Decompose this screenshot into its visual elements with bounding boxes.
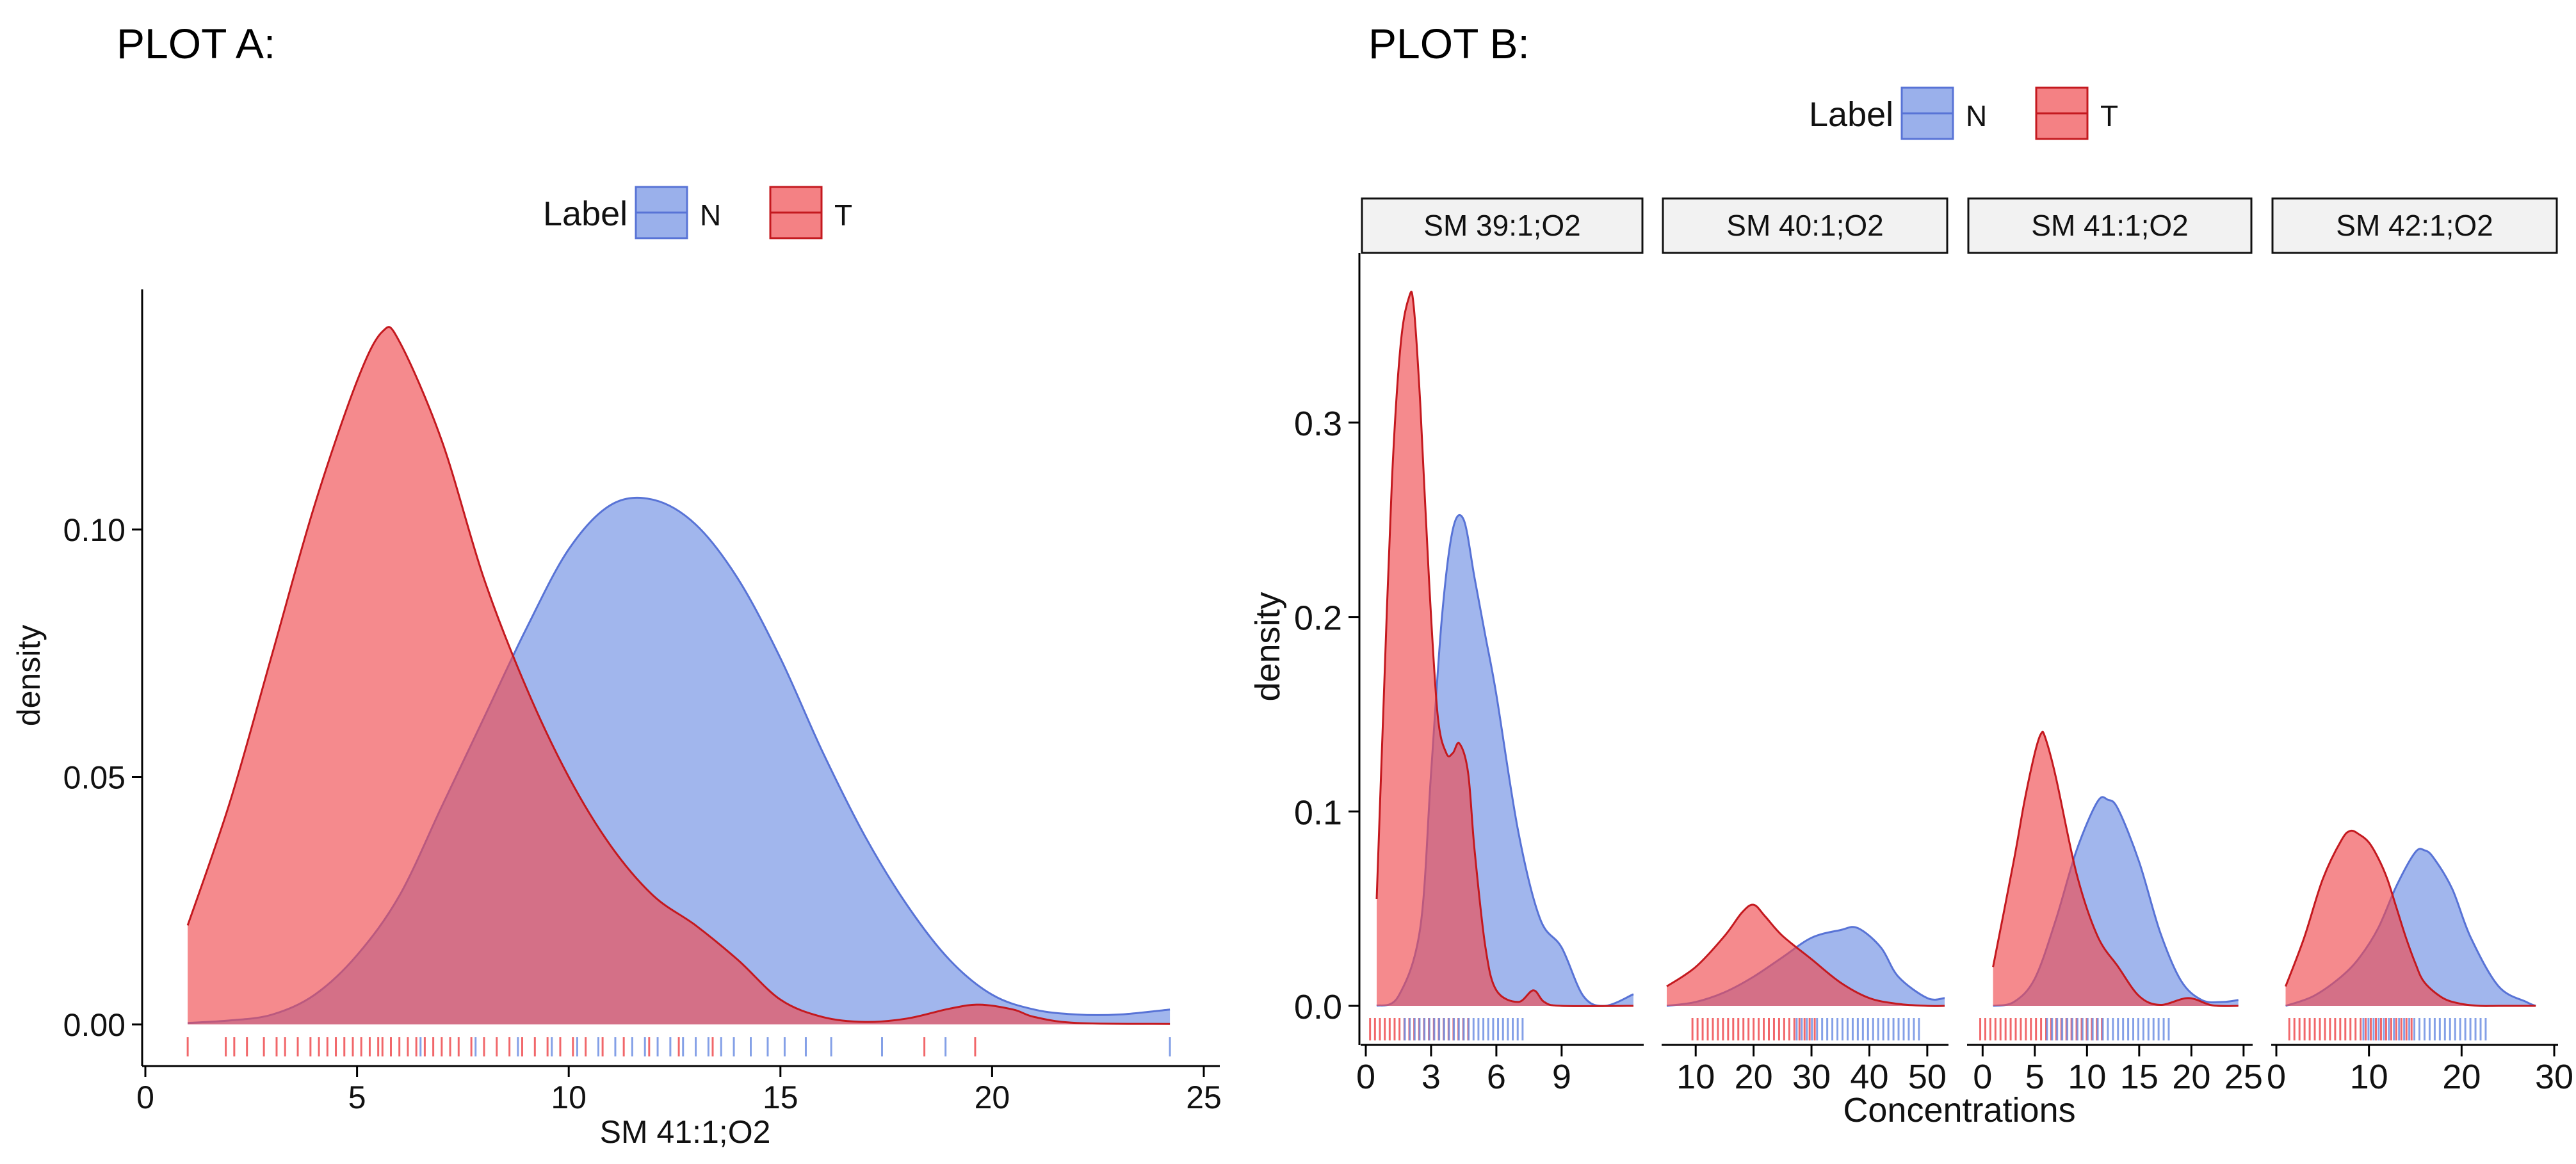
legend-label-T-b: T	[2100, 99, 2118, 133]
x-tick-label-b3: 20	[2172, 1058, 2210, 1096]
x-axis-title-a: SM 41:1;O2	[600, 1114, 771, 1150]
x-tick-label-b1: 9	[1552, 1058, 1571, 1096]
x-tick-label-a: 0	[136, 1079, 154, 1115]
x-tick-label-b3: 0	[1973, 1058, 1992, 1096]
legend-label-N-b: N	[1966, 99, 1987, 133]
y-tick-label-a: 0.00	[63, 1007, 126, 1043]
x-tick-label-b1: 0	[1356, 1058, 1375, 1096]
x-tick-label-a: 5	[348, 1079, 366, 1115]
x-tick-label-a: 20	[975, 1079, 1010, 1115]
density-line-T-b2	[1666, 903, 1945, 1007]
y-tick-label-b: 0.0	[1294, 988, 1342, 1026]
x-axis-title-b: Concentrations	[1843, 1091, 2075, 1129]
facet-strip-b1	[1361, 197, 1644, 254]
x-tick-label-a: 15	[763, 1079, 798, 1115]
density-area-T-b4	[2285, 830, 2536, 1006]
y-axis-title-a: density	[11, 625, 47, 726]
plot-b-heading: PLOT B:	[1368, 20, 1530, 67]
x-tick-label-b4: 20	[2442, 1058, 2481, 1096]
x-tick-label-b3: 10	[2068, 1058, 2106, 1096]
x-tick-label-b3: 25	[2224, 1058, 2263, 1096]
facet-label-b2: SM 40:1;O2	[1726, 209, 1883, 242]
y-tick-label-b: 0.2	[1294, 599, 1342, 638]
x-tick-label-a: 25	[1186, 1079, 1222, 1115]
facet-label-b4: SM 42:1;O2	[2336, 209, 2493, 242]
x-tick-label-b2: 20	[1735, 1058, 1773, 1096]
legend-label-N-a: N	[700, 198, 721, 232]
x-tick-label-b2: 50	[1908, 1058, 1947, 1096]
density-line-T-a	[186, 326, 1171, 1025]
x-tick-label-b2: 40	[1850, 1058, 1888, 1096]
y-tick-label-b: 0.3	[1294, 405, 1342, 443]
density-area-T-a	[188, 327, 1171, 1024]
y-tick-label-a: 0.10	[63, 512, 126, 548]
density-line-T-b3	[1992, 731, 2239, 1007]
x-tick-label-b1: 6	[1487, 1058, 1506, 1096]
density-area-N-b4	[2285, 848, 2536, 1006]
x-tick-label-b3: 5	[2025, 1058, 2045, 1096]
y-tick-label-b: 0.1	[1294, 793, 1342, 832]
x-tick-label-b3: 15	[2120, 1058, 2159, 1096]
x-tick-label-b1: 3	[1422, 1058, 1441, 1096]
facet-strip-b4	[2271, 197, 2558, 254]
density-line-T-b1	[1375, 291, 1634, 1007]
x-tick-label-b4: 0	[2267, 1058, 2286, 1096]
x-tick-label-b4: 30	[2535, 1058, 2573, 1096]
legend-title-a: Label	[543, 195, 628, 233]
density-area-T-b3	[1993, 732, 2239, 1006]
legend-label-T-a: T	[834, 198, 852, 232]
y-tick-label-a: 0.05	[63, 760, 126, 796]
y-axis-title-b: density	[1249, 592, 1287, 701]
x-tick-label-b2: 10	[1676, 1058, 1715, 1096]
facet-label-b3: SM 41:1;O2	[2031, 209, 2188, 242]
x-tick-label-b2: 30	[1792, 1058, 1831, 1096]
facet-label-b1: SM 39:1;O2	[1423, 209, 1580, 242]
x-tick-label-a: 10	[551, 1079, 587, 1115]
facet-strip-b2	[1662, 197, 1948, 254]
plot-a-heading: PLOT A:	[117, 20, 276, 67]
density-area-T-b1	[1377, 291, 1633, 1006]
x-tick-label-b4: 10	[2350, 1058, 2388, 1096]
density-line-T-b4	[2285, 829, 2536, 1007]
facet-strip-b3	[1967, 197, 2253, 254]
legend-title-b: Label	[1809, 95, 1893, 134]
